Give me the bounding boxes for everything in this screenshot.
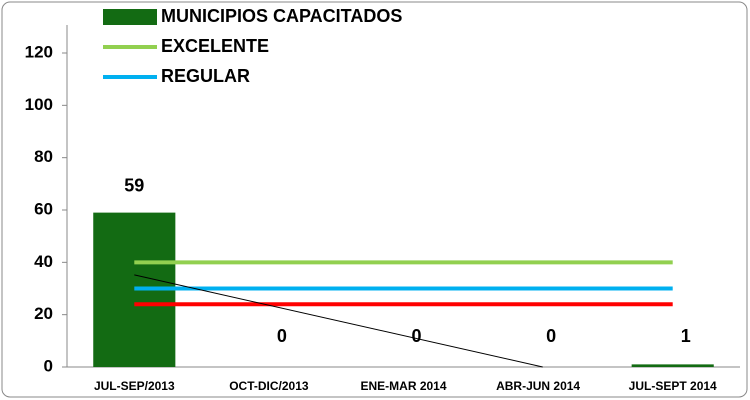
y-tick-label: 20 — [34, 304, 53, 323]
y-tick-label: 100 — [25, 95, 53, 114]
y-tick-label: 60 — [34, 199, 53, 218]
bar — [631, 364, 714, 367]
y-tick-label: 40 — [34, 252, 53, 271]
legend-label: EXCELENTE — [161, 36, 269, 56]
legend-label: MUNICIPIOS CAPACITADOS — [161, 6, 402, 26]
data-label: 0 — [411, 326, 421, 346]
x-tick-label: OCT-DIC/2013 — [229, 379, 309, 393]
x-tick-label: JUL-SEP/2013 — [94, 379, 175, 393]
data-label: 0 — [277, 326, 287, 346]
y-tick-label: 120 — [25, 42, 53, 61]
x-tick-label: ENE-MAR 2014 — [360, 379, 446, 393]
y-tick-label: 80 — [34, 147, 53, 166]
data-label: 59 — [124, 175, 144, 195]
trendline — [134, 274, 543, 368]
data-label: 0 — [546, 326, 556, 346]
y-tick-label: 0 — [44, 356, 53, 375]
legend-swatch — [103, 9, 157, 25]
x-tick-label: JUL-SEPT 2014 — [629, 379, 717, 393]
x-tick-label: ABR-JUN 2014 — [496, 379, 580, 393]
legend-label: REGULAR — [161, 66, 250, 86]
data-label: 1 — [681, 326, 691, 346]
